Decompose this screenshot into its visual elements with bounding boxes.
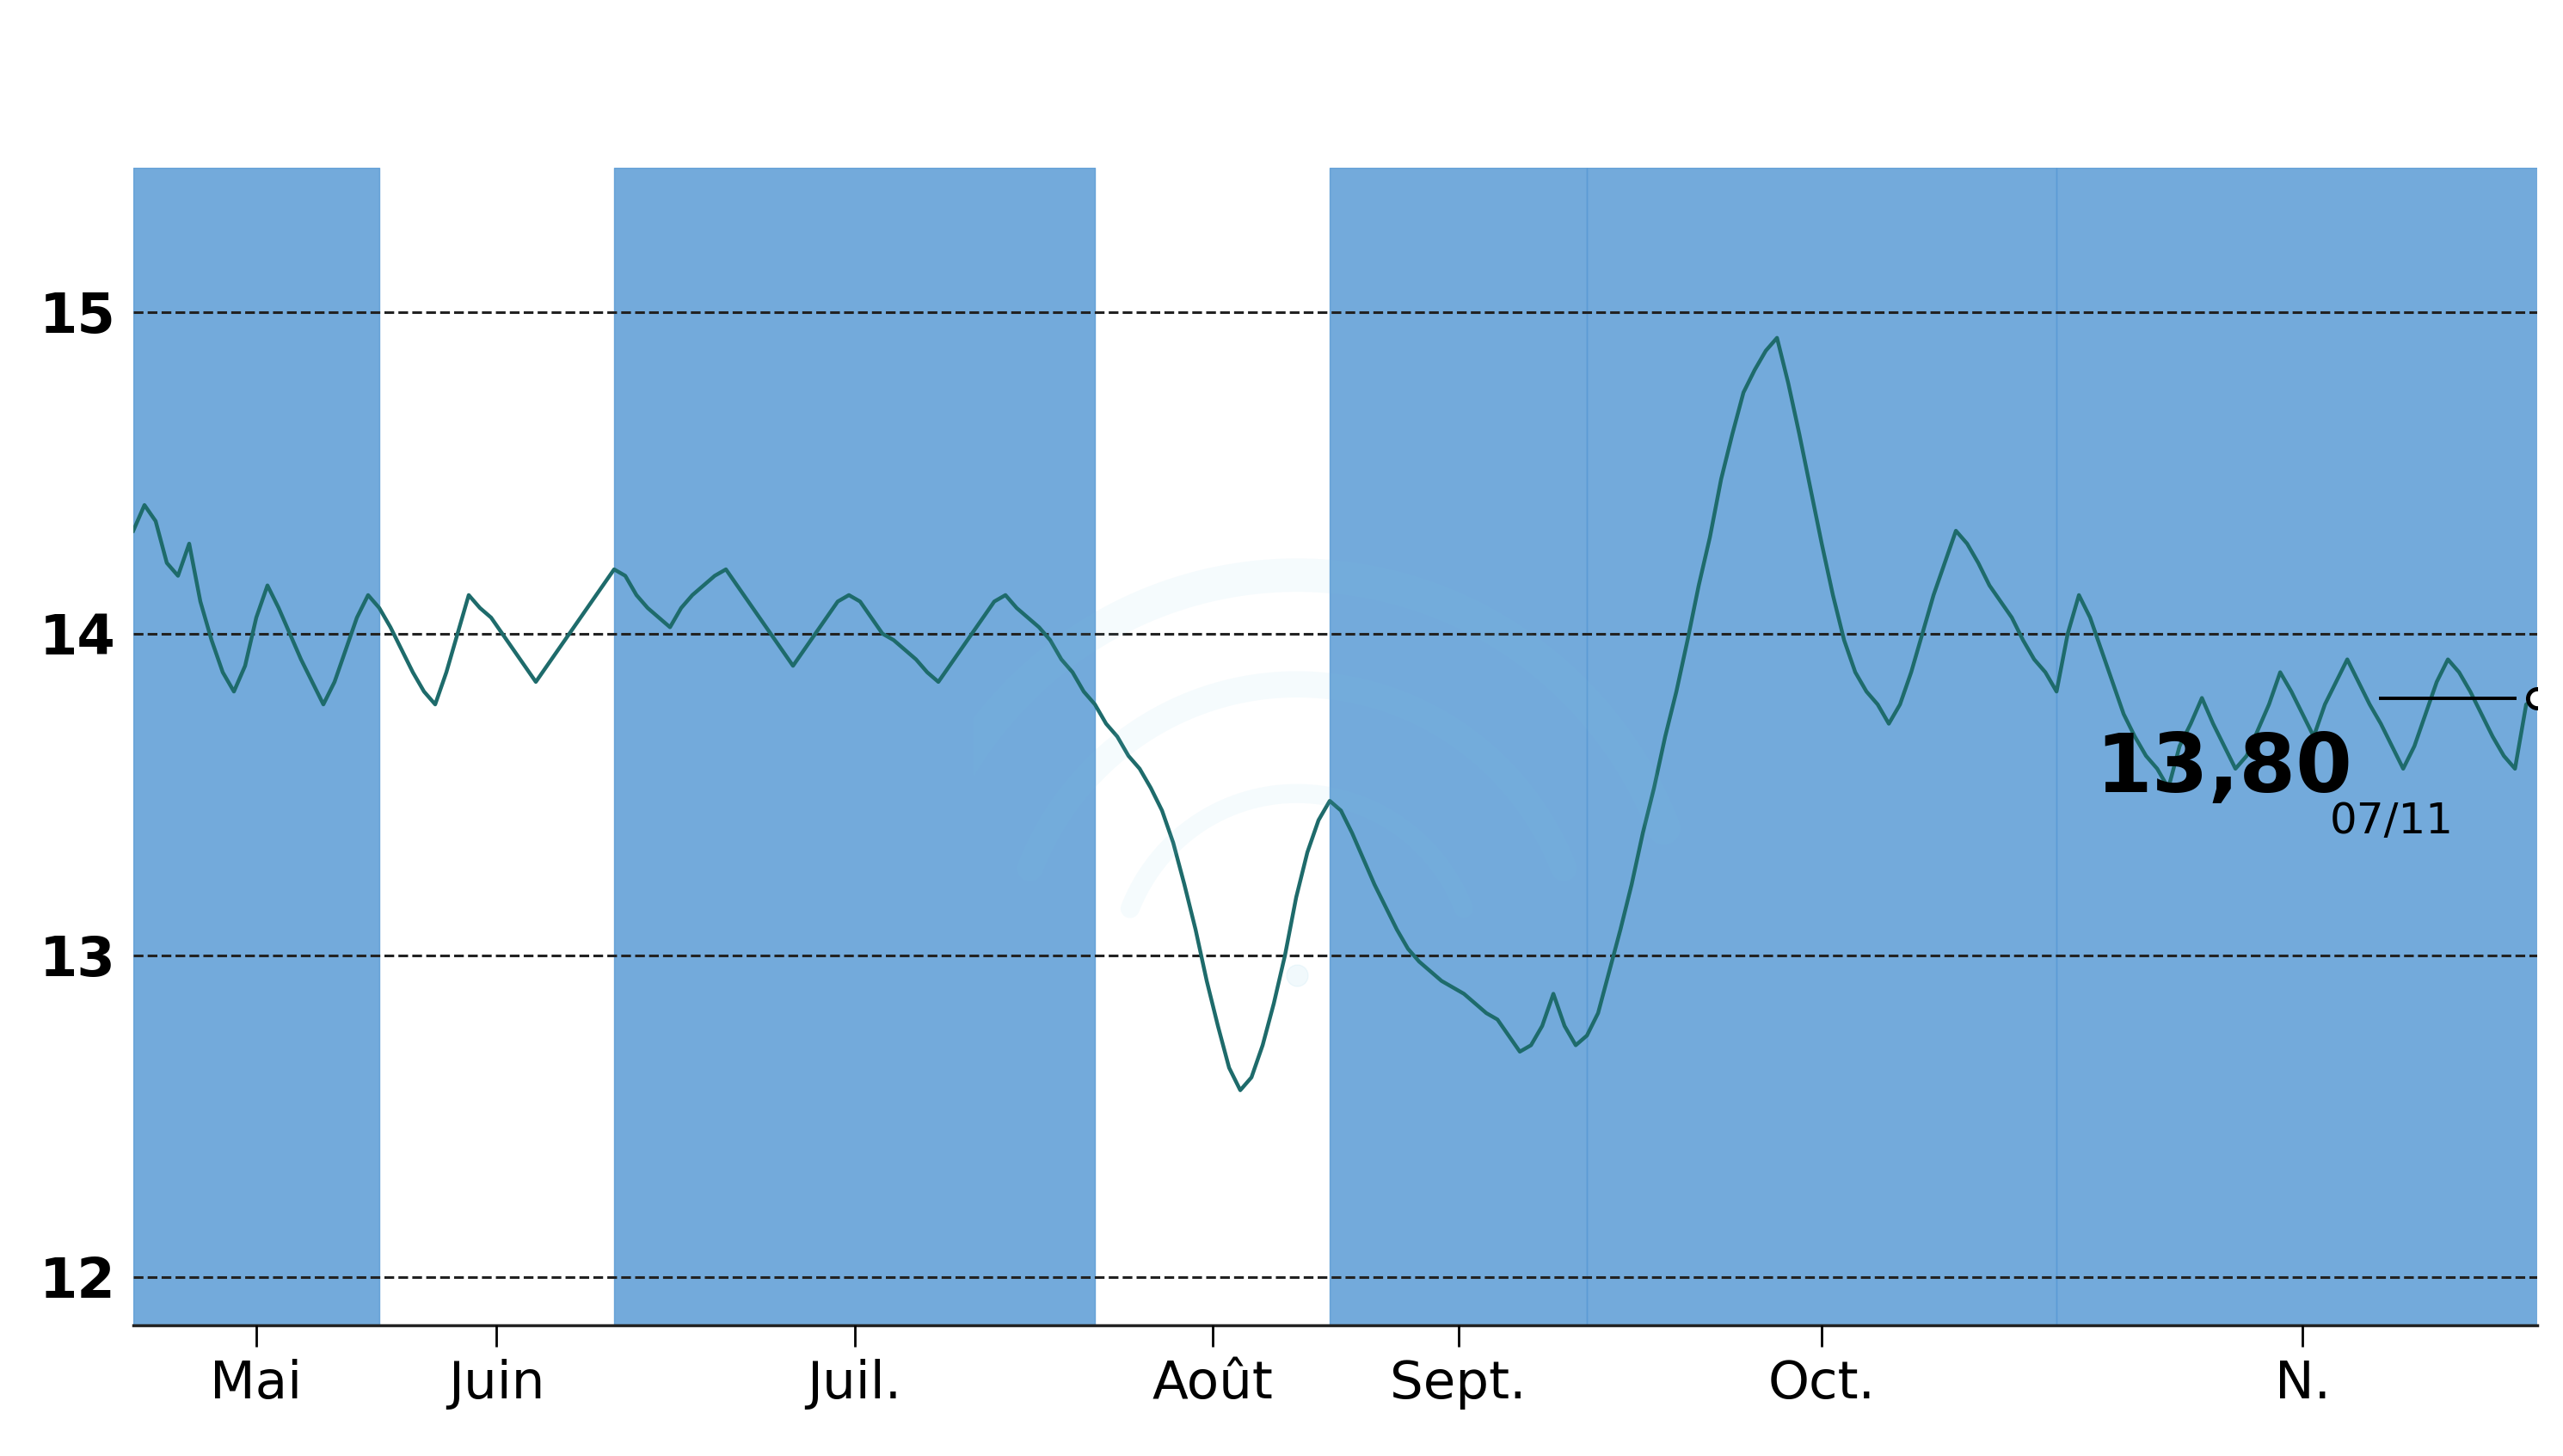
Bar: [133, 167, 379, 1325]
Bar: [615, 167, 1094, 1325]
Text: 13,80: 13,80: [2097, 729, 2353, 810]
Text: 07/11: 07/11: [2330, 801, 2453, 842]
Bar: [2056, 167, 2548, 1325]
Bar: [1586, 167, 2056, 1325]
Bar: [1330, 167, 1586, 1325]
Text: Gladstone Investment Corporation: Gladstone Investment Corporation: [256, 33, 2307, 134]
